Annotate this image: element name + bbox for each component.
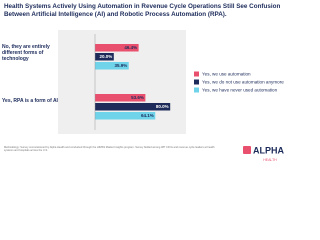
footnote-box: Methodology: Survey commissioned by Alph… — [4, 146, 215, 153]
bar — [95, 44, 139, 52]
footnote: Methodology: Survey commissioned by Alph… — [4, 146, 215, 153]
title-box: Health Systems Actively Using Automation… — [4, 3, 281, 18]
bar — [95, 62, 129, 70]
legend-swatch — [194, 79, 199, 85]
value-label: 20.0% — [100, 54, 113, 59]
legend-swatch — [194, 87, 199, 93]
category-box: No, they are entirely different forms of… — [2, 44, 50, 62]
bar — [95, 53, 114, 61]
legend-swatch — [194, 71, 199, 77]
legend-label: Yes, we have never used automation — [202, 88, 278, 93]
legend-label: Yes, we do not use automation anymore — [202, 80, 284, 85]
logo-sub: HEALTH — [263, 158, 277, 162]
legend-label: Yes, we use automation — [202, 72, 251, 77]
value-label: 53.6% — [131, 95, 144, 100]
logo-name: ALPHA — [253, 145, 284, 155]
category-label: No, they are entirely different forms of… — [2, 44, 50, 62]
chart: Health Systems Actively Using Automation… — [2, 3, 284, 162]
page: {"chart_data": { "type": "bar", "orienta… — [2, 3, 285, 162]
value-label: 80.0% — [156, 104, 169, 109]
logo-icon — [243, 146, 251, 154]
value-label: 35.9% — [114, 63, 127, 68]
bar — [95, 94, 146, 102]
value-label: 64.1% — [141, 113, 154, 118]
category-box: Yes, RPA is a form of AI — [2, 98, 58, 104]
bar — [95, 112, 156, 120]
value-label: 46.4% — [124, 45, 137, 50]
category-label: Yes, RPA is a form of AI — [2, 98, 58, 104]
bar — [95, 103, 171, 111]
chart-title: Health Systems Actively Using Automation… — [4, 3, 281, 18]
